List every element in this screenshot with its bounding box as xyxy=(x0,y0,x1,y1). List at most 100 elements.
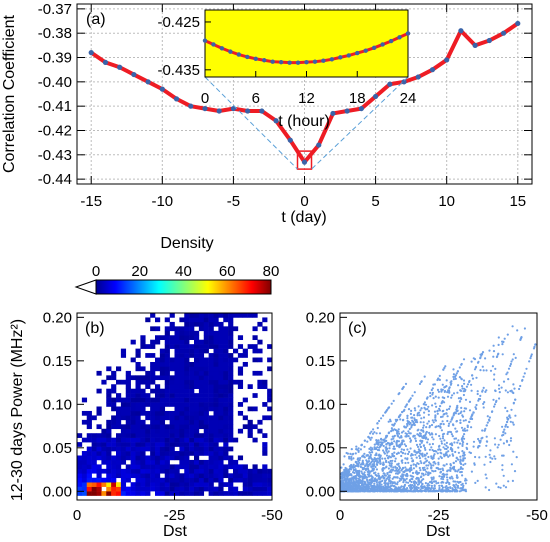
scatter-point xyxy=(424,437,427,440)
heatmap-cell xyxy=(184,370,190,376)
scatter-point xyxy=(346,471,349,474)
heatmap-cell xyxy=(218,344,224,349)
heatmap-cell xyxy=(96,491,102,496)
scatter-point xyxy=(461,450,464,453)
scatter-point xyxy=(440,452,443,455)
heatmap-cell xyxy=(184,424,190,430)
heatmap-cell xyxy=(86,446,92,452)
heatmap-cell xyxy=(140,486,146,492)
heatmap-cell xyxy=(81,419,88,425)
scatter-point xyxy=(468,451,471,454)
scatter-point xyxy=(463,387,466,390)
heatmap-cell xyxy=(247,486,253,492)
scatter-point xyxy=(497,343,500,346)
inset-series xyxy=(202,31,411,65)
heatmap-cell xyxy=(125,446,131,452)
heatmap-cell xyxy=(184,357,190,363)
scatter-point xyxy=(502,430,505,433)
scatter-point xyxy=(489,456,492,459)
heatmap-cell xyxy=(179,459,185,465)
scatter-point xyxy=(455,372,458,375)
heatmap-cell xyxy=(81,410,88,416)
scatter-point xyxy=(494,367,497,370)
heatmap-cell xyxy=(218,326,224,332)
heatmap-cell xyxy=(150,459,156,465)
scatter-point xyxy=(350,468,353,471)
scatter-point xyxy=(530,353,533,356)
scatter-point xyxy=(507,480,510,483)
heatmap-cell xyxy=(145,353,151,358)
scatter-point xyxy=(509,364,512,367)
scatter-point xyxy=(361,490,364,493)
inset-data-point xyxy=(338,55,343,60)
heatmap-cell xyxy=(169,397,175,403)
scatter-point xyxy=(411,460,415,463)
heatmap-cell xyxy=(120,455,127,461)
scatter-point xyxy=(343,469,346,472)
heatmap-cell xyxy=(116,424,122,430)
scatter-point xyxy=(392,399,395,402)
scatter-point xyxy=(382,490,385,493)
heatmap-cell xyxy=(252,464,258,470)
scatter-point xyxy=(522,375,525,378)
heatmap-cell xyxy=(242,313,248,318)
scatter-point xyxy=(408,479,411,482)
scatter-point xyxy=(462,358,466,361)
heatmap-cell xyxy=(169,437,175,443)
scatter-point xyxy=(443,389,447,393)
scatter-point xyxy=(416,412,419,415)
heatmap-cell xyxy=(208,424,214,430)
scatter-point xyxy=(373,443,376,446)
heatmap-cell xyxy=(257,491,263,496)
scatter-point xyxy=(420,407,423,410)
inset-connector-right xyxy=(311,76,409,170)
heatmap-cell xyxy=(155,424,161,430)
heatmap-cell xyxy=(203,357,209,363)
scatter-point xyxy=(352,468,355,472)
scatter-point xyxy=(360,470,363,473)
scatter-point xyxy=(398,466,402,470)
heatmap-cell xyxy=(184,477,190,483)
heatmap-cell xyxy=(208,468,214,474)
scatter-point xyxy=(381,457,384,460)
heatmap-cell xyxy=(203,433,209,438)
scatter-point xyxy=(502,380,506,383)
scatter-point xyxy=(376,486,379,490)
scatter-point xyxy=(428,448,431,451)
scatter-point xyxy=(455,483,458,486)
heatmap-cell xyxy=(223,330,229,336)
scatter-point xyxy=(400,475,403,478)
heatmap-cell xyxy=(145,370,151,376)
heatmap-cell xyxy=(203,428,209,434)
scatter-point xyxy=(358,469,361,472)
heatmap-cell xyxy=(159,486,166,492)
scatter-point xyxy=(420,429,423,432)
heatmap-cell xyxy=(267,415,273,421)
scatter-point xyxy=(446,478,449,481)
scatter-point xyxy=(370,485,373,488)
scatter-point xyxy=(406,417,409,420)
heatmap-cell xyxy=(96,477,102,483)
heatmap-cell xyxy=(86,419,92,425)
scatter-point xyxy=(463,453,466,456)
heatmap-cell xyxy=(233,491,239,496)
heatmap-cell xyxy=(179,428,185,434)
heatmap-cell xyxy=(150,370,156,376)
heatmap-cell xyxy=(150,419,156,425)
heatmap-cell xyxy=(169,402,175,407)
heatmap-cell xyxy=(125,388,131,394)
scatter-point xyxy=(423,446,426,450)
panel-a-data-point xyxy=(273,118,279,124)
inset-data-point xyxy=(245,54,250,60)
heatmap-cell xyxy=(174,468,180,474)
scatter-point xyxy=(372,428,375,431)
scatter-point xyxy=(394,466,397,469)
scatter-point xyxy=(400,454,403,458)
scatter-point xyxy=(492,398,495,401)
panel-a-x-tick-label: 0 xyxy=(300,193,308,210)
panel-b-y-tick-label: 0.00 xyxy=(43,483,72,500)
heatmap-cell xyxy=(262,442,268,447)
heatmap-cell xyxy=(86,486,92,492)
panel-a-data-point xyxy=(387,81,393,87)
heatmap-cell xyxy=(218,357,224,363)
